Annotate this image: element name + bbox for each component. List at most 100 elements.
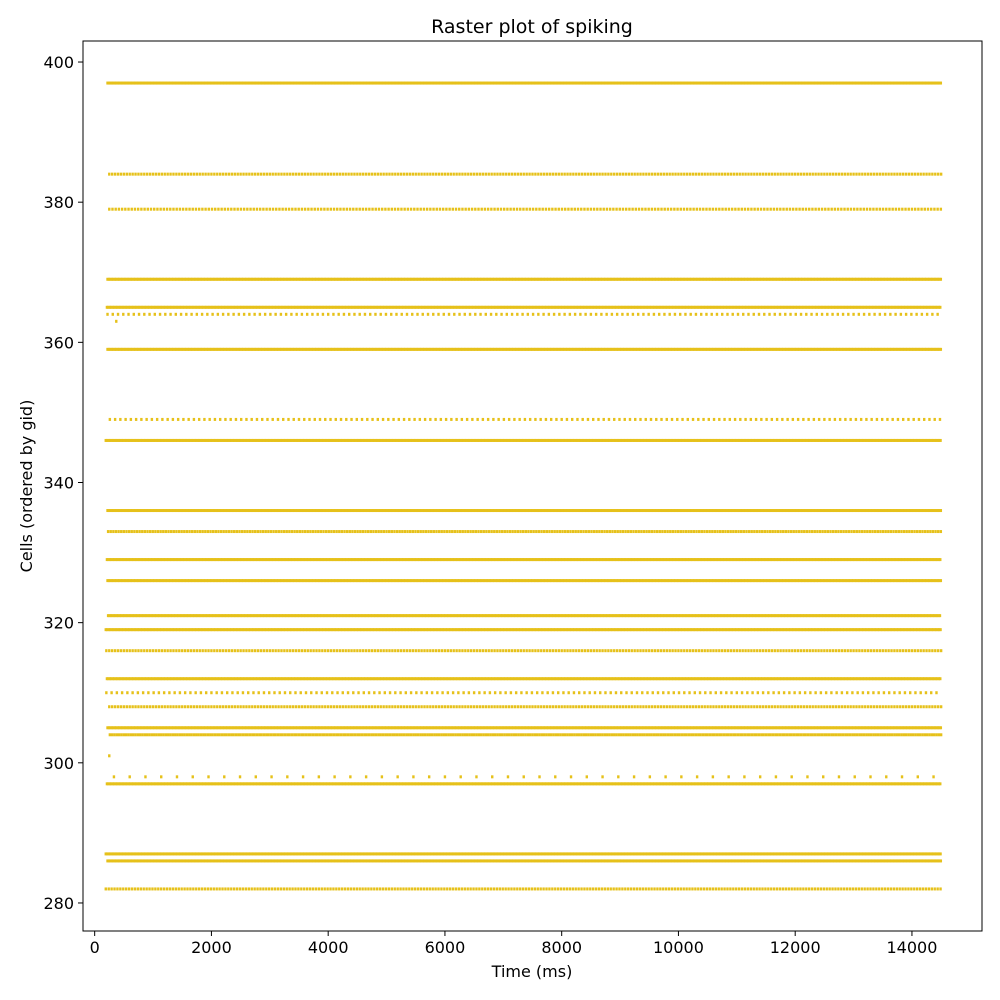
spike (697, 277, 700, 281)
spike (608, 530, 612, 534)
spike (201, 277, 204, 281)
spike (624, 509, 627, 513)
spike (180, 530, 183, 534)
spike (710, 509, 713, 513)
spike (345, 530, 349, 534)
spike (467, 438, 471, 442)
spike (700, 347, 703, 351)
spike (872, 438, 875, 442)
spike (809, 277, 813, 281)
spike (230, 172, 234, 176)
spike (676, 509, 680, 513)
spike (660, 509, 664, 513)
spike (841, 312, 845, 316)
spike (479, 305, 482, 309)
spike (419, 530, 422, 534)
spike (915, 312, 918, 316)
spike (841, 305, 844, 309)
spike (583, 207, 586, 211)
spike (258, 312, 262, 316)
spike (899, 438, 903, 442)
spike (685, 277, 689, 281)
spike (576, 81, 579, 85)
spike (619, 558, 622, 562)
spike (526, 305, 529, 309)
spike (772, 207, 776, 211)
spike (490, 277, 493, 281)
spike (490, 347, 493, 351)
spike (584, 305, 587, 309)
spike (366, 277, 369, 281)
spike (469, 347, 473, 351)
spike (927, 277, 931, 281)
spike (106, 347, 109, 351)
spike (826, 530, 830, 534)
spike (148, 312, 151, 316)
spike (327, 530, 330, 534)
spike (113, 438, 116, 442)
spike (447, 558, 450, 562)
spike (323, 347, 327, 351)
spike (911, 277, 915, 281)
spike (557, 172, 560, 176)
spike (256, 81, 260, 85)
spike (197, 558, 201, 562)
spike (905, 530, 908, 534)
spike (392, 417, 395, 421)
spike (693, 509, 696, 513)
spike (183, 558, 186, 562)
spike (713, 347, 716, 351)
spike (272, 81, 276, 85)
spike (385, 530, 388, 534)
spike (250, 509, 254, 513)
spike (352, 509, 356, 513)
spike (315, 347, 318, 351)
spike (204, 207, 207, 211)
spike (626, 312, 629, 316)
spike (724, 305, 727, 309)
spike (856, 81, 859, 85)
spike (650, 172, 654, 176)
spike (604, 558, 608, 562)
spike (880, 438, 884, 442)
spike (516, 347, 519, 351)
spike (565, 438, 569, 442)
spike (797, 305, 800, 309)
spike (277, 277, 280, 281)
spike (597, 438, 601, 442)
spike (786, 81, 789, 85)
spike (827, 347, 830, 351)
spike (326, 312, 330, 316)
spike (270, 305, 274, 309)
spike (331, 81, 334, 85)
spike (212, 558, 215, 562)
spike (267, 305, 271, 309)
spike (869, 509, 872, 513)
spike (245, 558, 249, 562)
spike (784, 509, 788, 513)
spike (540, 558, 544, 562)
spike (722, 509, 725, 513)
spike (895, 305, 898, 309)
spike (214, 277, 217, 281)
spike (391, 172, 394, 176)
spike (913, 81, 916, 85)
spike (640, 347, 643, 351)
spike (914, 509, 918, 513)
spike (554, 347, 557, 351)
spike (608, 347, 611, 351)
spike (661, 530, 664, 534)
spike (445, 305, 449, 309)
spike (427, 509, 430, 513)
spike (680, 305, 684, 309)
spike (489, 438, 493, 442)
spike (847, 312, 850, 316)
spike (509, 558, 513, 562)
spike (308, 558, 311, 562)
spike (432, 558, 436, 562)
spike (282, 347, 286, 351)
spike (166, 347, 169, 351)
spike (268, 81, 271, 85)
spike (679, 438, 682, 442)
spike (463, 305, 466, 309)
